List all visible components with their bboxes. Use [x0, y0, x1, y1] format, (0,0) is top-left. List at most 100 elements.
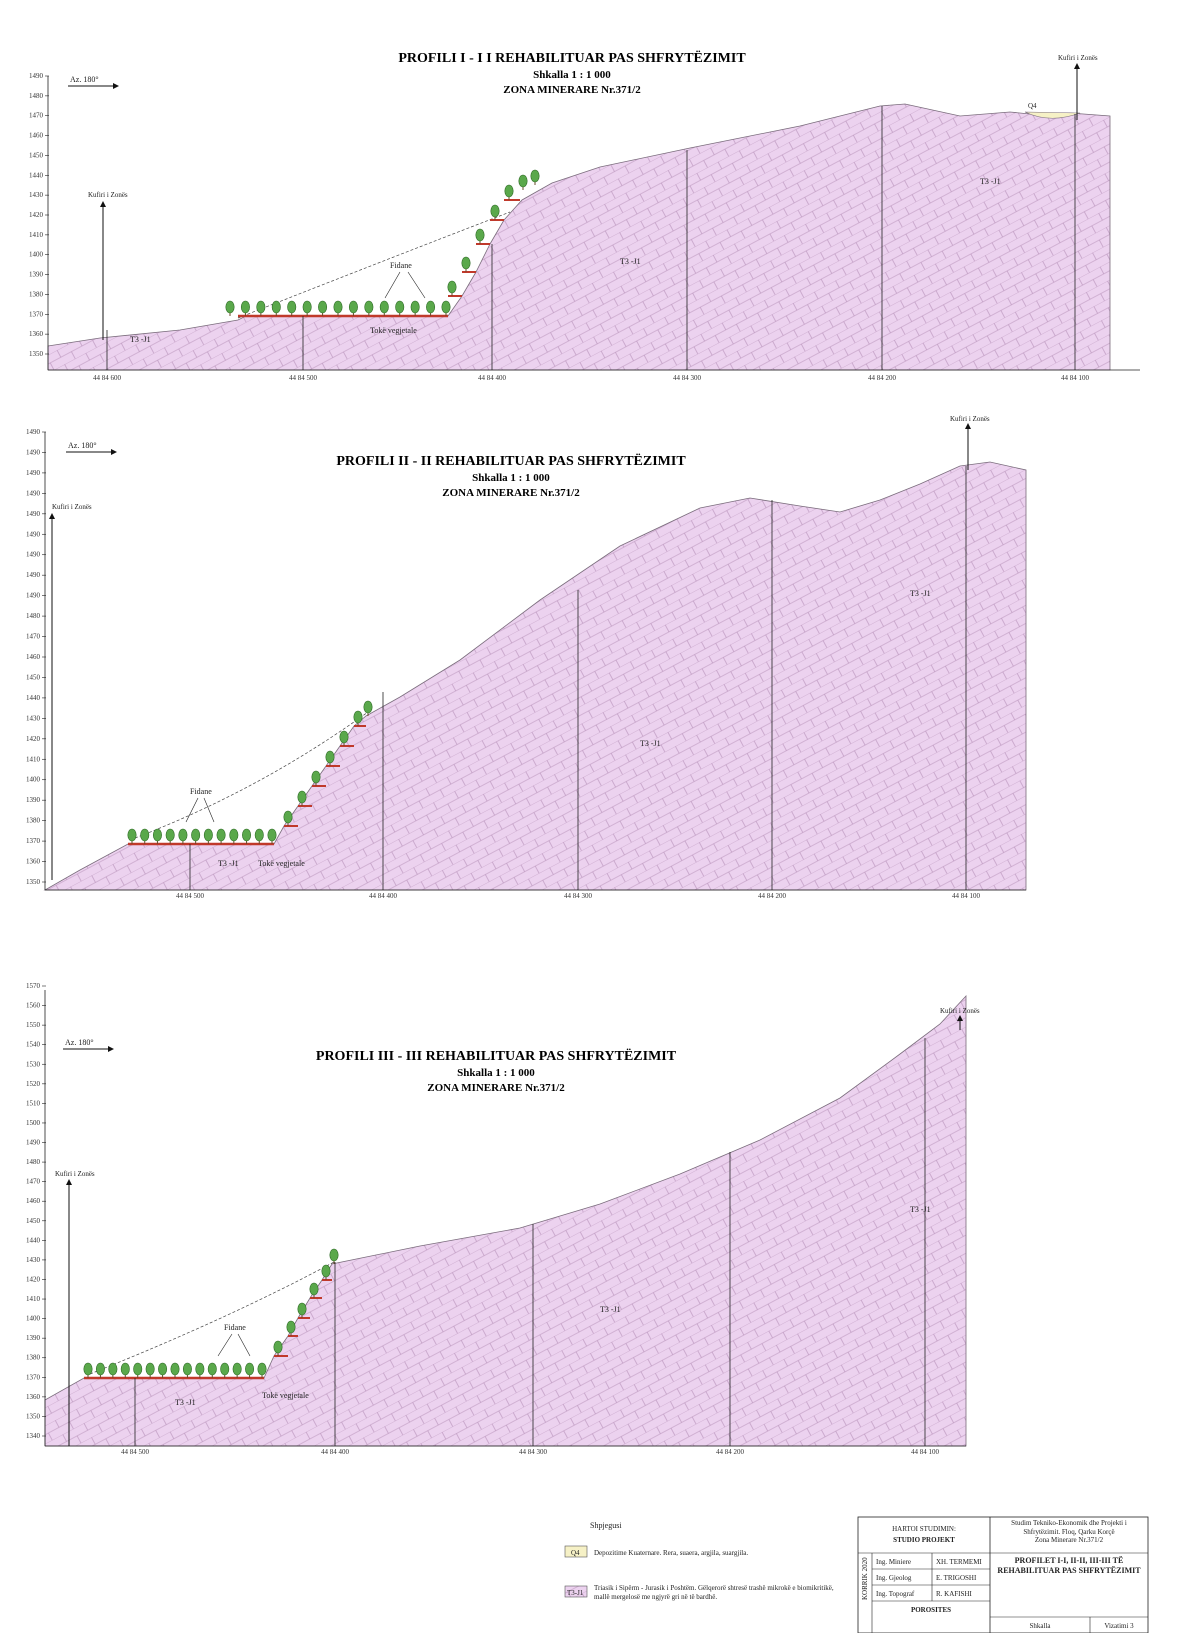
elevation-tick-label: 1440 [29, 171, 44, 179]
coordinate-tick-label: 44 84 300 [519, 1448, 548, 1456]
elevation-tick-label: 1420 [26, 735, 41, 743]
elevation-tick-label: 1430 [29, 191, 44, 199]
seedling-icon [475, 228, 485, 244]
elevation-tick-label: 1380 [26, 817, 41, 825]
profile-3-zone: ZONA MINERARE Nr.371/2 [427, 1082, 565, 1094]
seedling-icon [461, 256, 471, 272]
seedling-icon [348, 300, 358, 316]
elevation-tick-label: 1490 [29, 72, 44, 80]
seedling-icon [256, 300, 266, 316]
titleblock-sheet-title: PROFILET I-I, II-II, III-III TË REHABILI… [997, 1556, 1141, 1575]
profile-2: 1490 1490 1490 1490 1490 1490 1490 1490 1490 1480… [26, 415, 1027, 900]
seedling-icon [178, 828, 188, 844]
seedling-icon [297, 790, 307, 806]
titleblock-project-box: Studim Tekniko-Ekonomik dhe Projekti i S… [1011, 1519, 1127, 1544]
seedling-icon [245, 1362, 255, 1378]
coordinate-tick-label: 44 84 200 [716, 1448, 745, 1456]
seedling-icon [333, 300, 343, 316]
coordinate-tick-label: 44 84 400 [478, 374, 507, 382]
seedling-icon [182, 1362, 192, 1378]
elevation-tick-label: 1460 [29, 132, 44, 140]
profile-1-seedlings-leader [384, 271, 401, 299]
elevation-tick-label: 1350 [26, 1412, 41, 1420]
profile-2-seedlings [127, 700, 373, 844]
elevation-tick-label: 1430 [26, 1256, 41, 1264]
profile-1-zone: ZONA MINERARE Nr.371/2 [503, 84, 641, 96]
titleblock-project-zone: Zona Minerare Nr.371/2 [1034, 1536, 1104, 1544]
profile-1-topsoil-label: Tokë vegjetale [370, 326, 417, 335]
profile-3-seedlings-leader [217, 1333, 233, 1357]
elevation-tick-label: 1490 [26, 448, 41, 456]
coordinate-tick-label: 44 84 200 [868, 374, 897, 382]
coordinate-tick-label: 44 84 500 [121, 1448, 150, 1456]
elevation-tick-label: 1480 [26, 1158, 41, 1166]
seedling-icon [426, 300, 436, 316]
profile-2-boundary-right: Kufiri i Zonës [950, 415, 990, 423]
seedling-icon [311, 770, 321, 786]
elevation-tick-label: 1490 [26, 1139, 41, 1147]
legend-text-rock-box: Triasik i Sipërm - Jurasik i Poshtëm. Gë… [594, 1584, 834, 1601]
profile-1-seedlings [225, 169, 540, 316]
profile-2-coordinate-ticks: 44 84 500 44 84 400 44 84 300 44 84 200 44 8… [176, 892, 981, 900]
legend: Shpjegusi Q4 Depozitime Kuaternare. Rera… [564, 1521, 834, 1601]
legend-title: Shpjegusi [590, 1521, 622, 1530]
titleblock-sheet-title-box: PROFILET I-I, II-II, III-III TË REHABILI… [997, 1556, 1141, 1575]
profile-1-section-lines [106, 106, 1076, 370]
profile-3: 1570 1560 1550 1540 1530 1520 1510 1500 1490 1480… [26, 982, 980, 1456]
seedling-icon [232, 1362, 242, 1378]
elevation-tick-label: 1360 [26, 1393, 41, 1401]
elevation-tick-label: 1450 [26, 1217, 41, 1225]
profile-1-q4-lens [1024, 111, 1081, 119]
profile-1-scale: Shkalla 1 : 1 000 [533, 69, 611, 81]
profile-2-title: PROFILI II - II REHABILITUAR PAS SHFRYTË… [336, 453, 686, 469]
seedling-icon [329, 1248, 339, 1264]
seedling-icon [207, 1362, 217, 1378]
profile-3-seedlings-label: Fidane [224, 1323, 246, 1332]
coordinate-tick-label: 44 84 100 [1061, 374, 1090, 382]
profile-2-scale: Shkalla 1 : 1 000 [472, 472, 550, 484]
seedling-icon [287, 300, 297, 316]
elevation-tick-label: 1510 [26, 1099, 41, 1107]
profile-1-boundary-right: Kufiri i Zonës [1058, 54, 1098, 62]
seedling-icon [379, 300, 389, 316]
profile-2-bench-topsoil [284, 725, 366, 827]
elevation-tick-label: 1380 [29, 290, 44, 298]
seedling-icon [339, 730, 349, 746]
titleblock-version: Vizatimi 3 [1104, 1622, 1134, 1630]
seedling-icon [242, 828, 252, 844]
elevation-tick-label: 1370 [26, 1373, 41, 1381]
elevation-tick-label: 1390 [29, 271, 44, 279]
seedling-icon [95, 1362, 105, 1378]
elevation-tick-label: 1490 [26, 530, 41, 538]
titleblock-eng3: Ing. Topograf [876, 1590, 915, 1598]
coordinate-tick-label: 44 84 100 [911, 1448, 940, 1456]
profile-3-coordinate-ticks: 44 84 500 44 84 400 44 84 300 44 84 200 44 8… [121, 1448, 940, 1456]
elevation-tick-label: 1410 [29, 231, 44, 239]
coordinate-tick-label: 44 84 500 [289, 374, 318, 382]
profile-2-seedlings-leader [185, 797, 199, 823]
profile-1-rock-body [47, 103, 1111, 371]
legend-symbol-rock: T3-J1 [567, 1589, 584, 1597]
elevation-tick-label: 1530 [26, 1060, 41, 1068]
seedling-icon [216, 828, 226, 844]
elevation-tick-label: 1500 [26, 1119, 41, 1127]
elevation-tick-label: 1440 [26, 1236, 41, 1244]
elevation-tick-label: 1410 [26, 1295, 41, 1303]
profile-2-azimuth: Az. 180° [68, 441, 97, 450]
profile-2-original-ground [134, 711, 369, 839]
profile-2-seedlings-label: Fidane [190, 787, 212, 796]
seedling-icon [220, 1362, 230, 1378]
profile-1-unit-label-1: T3 -J1 [130, 335, 151, 344]
elevation-tick-label: 1490 [26, 469, 41, 477]
seedling-icon [152, 828, 162, 844]
seedling-icon [254, 828, 264, 844]
elevation-tick-label: 1490 [26, 571, 41, 579]
elevation-tick-label: 1470 [29, 112, 44, 120]
coordinate-tick-label: 44 84 200 [758, 892, 787, 900]
coordinate-tick-label: 44 84 600 [93, 374, 122, 382]
titleblock-eng3-name: R. KAFISHI [936, 1590, 972, 1598]
seedling-icon [363, 700, 373, 716]
seedling-icon [353, 710, 363, 726]
profile-3-scale: Shkalla 1 : 1 000 [457, 1067, 535, 1079]
seedling-icon [240, 300, 250, 316]
